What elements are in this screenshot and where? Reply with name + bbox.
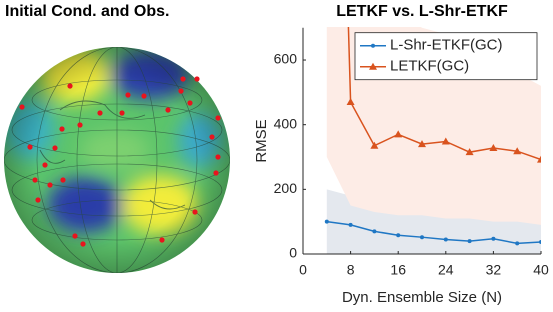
point <box>515 241 520 246</box>
point <box>489 143 498 151</box>
x-axis-label: Dyn. Ensemble Size (N) <box>342 289 502 306</box>
globe <box>4 47 230 273</box>
series-line <box>347 27 541 161</box>
legend-label: L-Shr-ETKF(GC) <box>390 37 503 54</box>
point <box>491 236 496 241</box>
y-tick-label: 400 <box>274 115 298 131</box>
point <box>513 147 522 155</box>
point <box>346 98 355 106</box>
x-tick-label: 24 <box>438 262 454 278</box>
point <box>324 219 329 224</box>
observation-points <box>19 76 221 247</box>
legend: L-Shr-ETKF(GC) LETKF(GC) <box>354 32 538 81</box>
point <box>369 62 377 70</box>
legend-box <box>354 32 538 81</box>
x-tick-label: 0 <box>299 262 307 278</box>
x-tick-label: 8 <box>347 262 355 278</box>
point <box>467 239 472 244</box>
point <box>537 155 541 163</box>
point <box>370 141 379 149</box>
point <box>371 43 375 48</box>
y-axis-label: RMSE <box>253 119 270 162</box>
x-tick-label: 16 <box>390 262 406 278</box>
lines <box>324 27 541 246</box>
y-tick-label: 0 <box>289 245 297 261</box>
y-tick-label: 600 <box>274 51 298 67</box>
series-line <box>326 220 541 245</box>
point <box>465 148 474 156</box>
x-tick-label: 40 <box>533 262 549 278</box>
left-title: Initial Cond. and Obs. <box>5 3 169 20</box>
point <box>441 137 450 145</box>
point <box>420 235 424 240</box>
chart-title: LETKF vs. L-Shr-ETKF <box>336 3 508 20</box>
point <box>418 140 426 148</box>
legend-label: LETKF(GC) <box>390 58 469 75</box>
point <box>348 222 353 227</box>
point <box>396 233 401 238</box>
point <box>372 229 377 234</box>
y-tick-label: 200 <box>274 180 298 196</box>
point <box>394 130 403 138</box>
point <box>539 240 541 245</box>
point <box>443 237 448 242</box>
x-tick-label: 32 <box>486 262 502 278</box>
